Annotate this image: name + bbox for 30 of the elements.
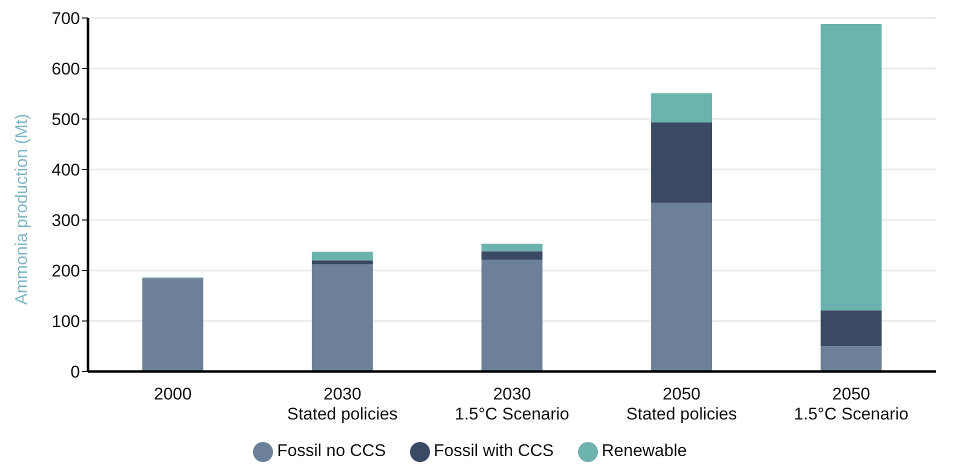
- y-tick-label: 100: [52, 312, 80, 332]
- bar: [312, 252, 373, 260]
- y-tick-label: 0: [70, 362, 80, 382]
- y-tick-label: 600: [52, 60, 80, 79]
- bar: [651, 202, 712, 372]
- x-tick-label: 2030 Stated policies: [287, 384, 398, 424]
- bar: [481, 251, 542, 260]
- y-axis-title: Ammonia production (Mt): [12, 114, 32, 305]
- bar: [142, 278, 204, 372]
- legend-label: Renewable: [602, 441, 687, 460]
- bar: [651, 122, 712, 203]
- bar: [651, 93, 712, 123]
- x-tick-label: 2050 1.5°C Scenario: [794, 384, 908, 424]
- bar: [481, 244, 542, 252]
- y-tick-label: 500: [52, 110, 80, 130]
- bar: [820, 346, 882, 372]
- x-tick-label: 2030 1.5°C Scenario: [454, 384, 570, 424]
- bar: [481, 260, 542, 372]
- y-tick-label: 400: [52, 160, 80, 180]
- bar: [312, 260, 373, 264]
- x-tick-label: 2000: [154, 384, 192, 404]
- legend-label: Fossil no CCS: [277, 441, 386, 460]
- x-tick-label: 2050 Stated policies: [626, 384, 737, 424]
- bar: [820, 310, 882, 346]
- y-tick-label: 200: [52, 262, 80, 281]
- bar: [820, 24, 882, 310]
- y-tick-label: 300: [52, 211, 80, 230]
- y-tick-label: 700: [52, 9, 80, 28]
- bar: [312, 264, 373, 372]
- legend-label: Fossil with CCS: [434, 441, 554, 460]
